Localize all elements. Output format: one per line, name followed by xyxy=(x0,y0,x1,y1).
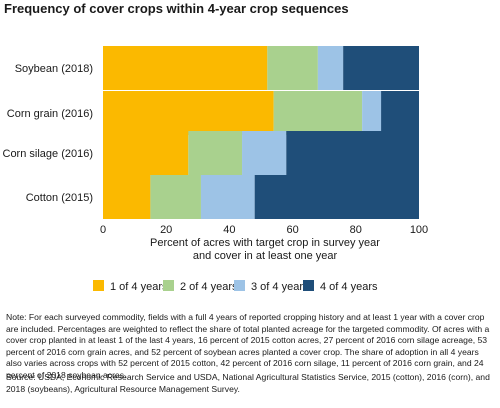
stacked-bar-chart: Soybean (2018) Corn grain (2016) Corn sila… xyxy=(3,46,428,293)
bar-soybean-2018-1-of-4-years xyxy=(103,46,268,90)
y-tick-label: Soybean (2018) xyxy=(15,63,93,75)
x-tick-label: 40 xyxy=(223,224,235,236)
x-axis-label: and cover in at least one year xyxy=(193,250,338,262)
x-tick-label: 100 xyxy=(410,224,428,236)
x-tick-label: 20 xyxy=(160,224,172,236)
legend-swatch-2-of-4-years xyxy=(163,280,174,291)
bar-corn-silage-2016-3-of-4-years xyxy=(242,131,287,175)
legend-label: 2 of 4 years xyxy=(180,281,238,293)
bar-corn-silage-2016-4-of-4-years xyxy=(286,131,419,175)
x-axis-label: Percent of acres with target crop in sur… xyxy=(150,237,380,249)
legend-label: 4 of 4 years xyxy=(320,281,378,293)
chart-title: Frequency of cover crops within 4-year c… xyxy=(4,1,349,16)
legend-swatch-3-of-4-years xyxy=(234,280,245,291)
legend-swatch-1-of-4-years xyxy=(93,280,104,291)
legend-label: 3 of 4 years xyxy=(251,281,309,293)
x-tick-label: 80 xyxy=(350,224,362,236)
note-text: Note: For each surveyed commodity, field… xyxy=(6,312,490,380)
bar-soybean-2018-4-of-4-years xyxy=(343,46,419,90)
bar-cotton-2015-3-of-4-years xyxy=(200,175,255,219)
bar-cotton-2015-1-of-4-years xyxy=(103,175,151,219)
bar-cotton-2015-2-of-4-years xyxy=(150,175,201,219)
source-text: Source: USDA, Economic Research Service … xyxy=(6,372,490,394)
bar-corn-grain-2016-2-of-4-years xyxy=(273,91,363,135)
legend-swatch-4-of-4-years xyxy=(303,280,314,291)
bar-corn-grain-2016-1-of-4-years xyxy=(103,91,274,135)
legend-label: 1 of 4 years xyxy=(110,281,168,293)
bar-corn-grain-2016-3-of-4-years xyxy=(362,91,382,135)
bar-corn-silage-2016-1-of-4-years xyxy=(103,131,189,175)
y-tick-label: Cotton (2015) xyxy=(26,192,93,204)
y-tick-label: Corn silage (2016) xyxy=(3,148,94,160)
bar-soybean-2018-3-of-4-years xyxy=(317,46,344,90)
bar-soybean-2018-2-of-4-years xyxy=(267,46,318,90)
x-tick-label: 0 xyxy=(100,224,106,236)
bar-corn-silage-2016-2-of-4-years xyxy=(188,131,243,175)
bar-cotton-2015-4-of-4-years xyxy=(254,175,419,219)
x-tick-label: 60 xyxy=(286,224,298,236)
y-tick-label: Corn grain (2016) xyxy=(7,108,93,120)
bar-corn-grain-2016-4-of-4-years xyxy=(381,91,419,135)
